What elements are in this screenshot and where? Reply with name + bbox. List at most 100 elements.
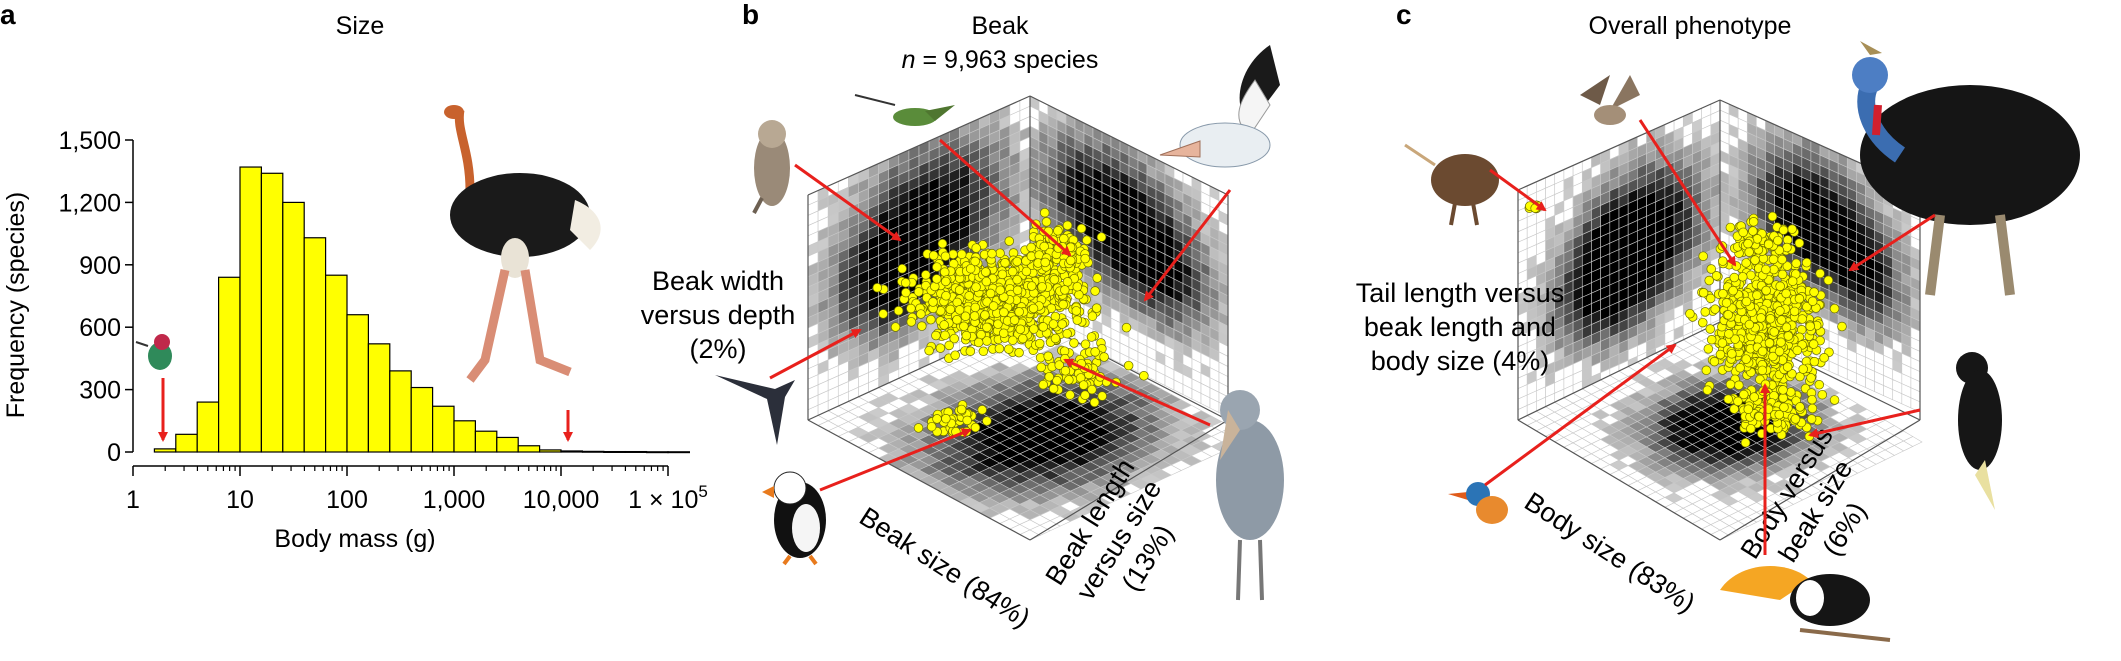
scatter-point: [1088, 385, 1097, 394]
scatter-point: [970, 312, 979, 321]
scatter-point: [1090, 398, 1099, 407]
cube-3d-beak: [808, 96, 1252, 540]
y-tick-label: 900: [79, 252, 121, 280]
scatter-point: [1058, 320, 1067, 329]
scatter-point: [1087, 333, 1096, 342]
scatter-point: [936, 344, 945, 353]
scatter-point: [1073, 282, 1082, 291]
scatter-point: [1088, 312, 1097, 321]
scatter-point: [1716, 350, 1725, 359]
scatter-point: [955, 306, 964, 315]
scatter-point: [1081, 254, 1090, 263]
scatter-point: [1795, 294, 1804, 303]
scatter-point: [1073, 316, 1082, 325]
scatter-point: [1742, 259, 1751, 268]
histogram-bar: [390, 371, 411, 452]
scatter-point: [1724, 395, 1733, 404]
histogram-bar: [283, 202, 304, 452]
scatter-point: [898, 264, 907, 273]
x-tick-label: 1: [126, 486, 140, 514]
scatter-point: [1092, 304, 1101, 313]
scatter-point: [1724, 310, 1733, 319]
scatter-point: [1755, 412, 1764, 421]
scatter-point: [1066, 243, 1075, 252]
scatter-point: [1036, 353, 1045, 362]
scatter-point: [988, 249, 997, 258]
histogram-bar: [625, 452, 646, 453]
y-axis-label: Frequency (species): [2, 192, 30, 418]
scatter-point: [1766, 314, 1775, 323]
scatter-point: [914, 424, 923, 433]
scatter-point: [1722, 299, 1731, 308]
histogram-bar: [433, 406, 454, 452]
scatter-point: [1070, 339, 1079, 348]
scatter-point: [1750, 393, 1759, 402]
scatter-point: [1808, 404, 1817, 413]
scatter-point: [932, 263, 941, 272]
scatter-point: [1064, 375, 1073, 384]
scatter-point: [929, 251, 938, 260]
x-tick-label: 100: [326, 486, 368, 514]
scatter-point: [1027, 252, 1036, 261]
scatter-point: [1809, 340, 1818, 349]
scatter-point: [1049, 320, 1058, 329]
scatter-point: [1830, 304, 1839, 313]
scatter-point: [940, 321, 949, 330]
scatter-point: [1726, 223, 1735, 232]
scatter-point: [916, 310, 925, 319]
y-tick-label: 1,500: [58, 127, 121, 155]
scatter-point: [1707, 265, 1716, 274]
scatter-point: [981, 268, 990, 277]
scatter-point: [938, 239, 947, 248]
scatter-point: [999, 308, 1008, 317]
scatter-point: [1699, 288, 1708, 297]
scatter-point: [1081, 340, 1090, 349]
scatter-point: [873, 283, 882, 292]
scatter-point: [927, 422, 936, 431]
scatter-point: [1010, 316, 1019, 325]
scatter-point: [1701, 307, 1710, 316]
scatter-point: [1063, 329, 1072, 338]
scatter-point: [1776, 307, 1785, 316]
scatter-point: [1724, 330, 1733, 339]
histogram-bar: [197, 402, 218, 452]
scatter-point: [1788, 277, 1797, 286]
histogram-bar: [540, 450, 561, 452]
scatter-point: [1727, 349, 1736, 358]
scatter-point: [1778, 255, 1787, 264]
scatter-point: [1778, 270, 1787, 279]
scatter-point: [1066, 391, 1075, 400]
scatter-point: [1061, 366, 1070, 375]
scatter-point: [1744, 405, 1753, 414]
scatter-point: [1762, 286, 1771, 295]
histogram-bar: [304, 238, 325, 452]
pelican-icon: [1160, 45, 1280, 167]
scatter-point: [1711, 305, 1720, 314]
ostrich-icon: [444, 105, 601, 380]
scatter-point: [1729, 286, 1738, 295]
scatter-point: [1029, 304, 1038, 313]
scatter-point: [1139, 371, 1148, 380]
scatter-point: [1784, 332, 1793, 341]
scatter-point: [966, 347, 975, 356]
scatter-point: [1753, 291, 1762, 300]
scatter-point: [966, 264, 975, 273]
scatter-point: [1686, 309, 1695, 318]
scatter-point: [1779, 226, 1788, 235]
scatter-point: [1015, 308, 1024, 317]
scatter-point: [971, 303, 980, 312]
scatter-point: [1745, 320, 1754, 329]
scatter-point: [1746, 424, 1755, 433]
histogram-bar: [518, 446, 539, 452]
histogram-bar: [261, 173, 282, 452]
scatter-point: [1758, 347, 1767, 356]
scatter-point: [1093, 274, 1102, 283]
scatter-point: [979, 347, 988, 356]
scatter-point: [957, 250, 966, 259]
y-tick-label: 300: [79, 377, 121, 405]
panel-letter-b: b: [742, 0, 759, 30]
hummingbird-icon: [855, 95, 955, 126]
scatter-point: [1022, 267, 1031, 276]
scatter-point: [1718, 339, 1727, 348]
scatter-point: [1810, 288, 1819, 297]
